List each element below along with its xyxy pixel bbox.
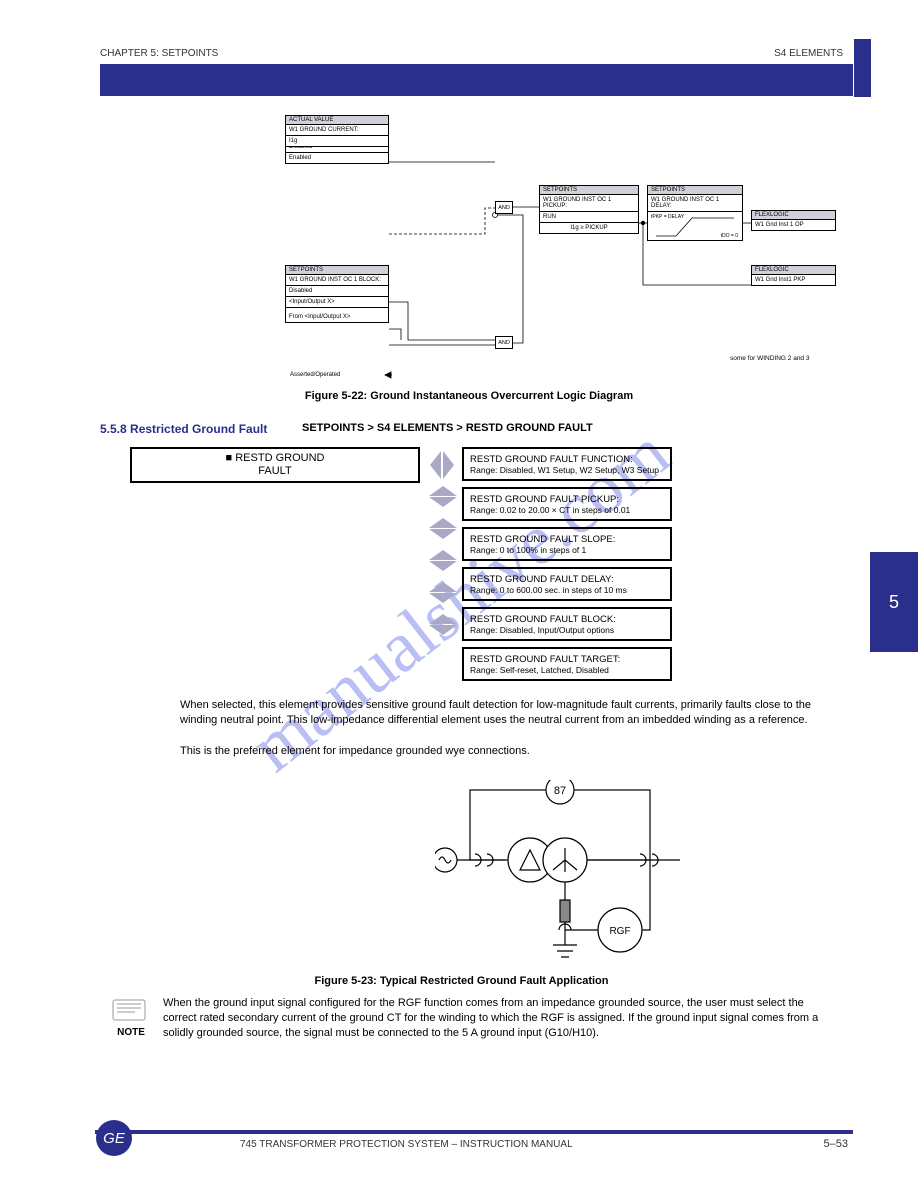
setting-function: RESTD GROUND FAULT FUNCTION: Range: Disa… xyxy=(462,447,672,481)
box-setpoints-block: SETPOINTS W1 GROUND INST OC 1 BLOCK: Dis… xyxy=(285,265,389,323)
box-flex-pkp: FLEXLOGIC W1 Gnd Inst1 PKP xyxy=(751,265,836,286)
winding-note: some for WINDING 2 and 3 xyxy=(730,355,809,362)
setting-target: RESTD GROUND FAULT TARGET: Range: Self-r… xyxy=(462,647,672,681)
header-right: S4 ELEMENTS xyxy=(774,48,843,59)
figure-22-caption: Figure 5-22: Ground Instantaneous Overcu… xyxy=(100,390,838,402)
and-gate-2: AND xyxy=(495,336,513,349)
explain-paragraph-2: This is the preferred element for impeda… xyxy=(180,744,828,759)
chapter-side-tab: 5 xyxy=(870,552,918,652)
rgf-application-diagram: 87 RGF xyxy=(435,780,685,980)
arrow-up-down-icon-2 xyxy=(428,518,458,546)
logic-diagram: SETPOINTS W1 GROUND INST OC 1 FUNCTION: … xyxy=(285,115,845,385)
arrow-up-down-icon-4 xyxy=(428,582,458,610)
footer-bar xyxy=(95,1130,853,1134)
and-gate-1: AND xyxy=(495,201,513,214)
rgf-path: SETPOINTS > S4 ELEMENTS > RESTD GROUND F… xyxy=(302,422,593,434)
header-left: CHAPTER 5: SETPOINTS xyxy=(100,48,218,59)
header-bar xyxy=(100,64,853,96)
note-text: When the ground input signal configured … xyxy=(163,996,828,1041)
footer-page: 5–53 xyxy=(824,1138,848,1150)
label-87: 87 xyxy=(554,785,566,797)
setting-delay: RESTD GROUND FAULT DELAY: Range: 0 to 60… xyxy=(462,567,672,601)
settings-column: RESTD GROUND FAULT FUNCTION: Range: Disa… xyxy=(462,447,672,687)
asserted-label: Asserted/Operated xyxy=(290,372,340,378)
box-flex-op: FLEXLOGIC W1 Gnd Inst 1 OP xyxy=(751,210,836,231)
figure-23-caption: Figure 5-23: Typical Restricted Ground F… xyxy=(100,975,823,987)
arrow-up-down-icon-1 xyxy=(428,486,458,514)
label-rgf: RGF xyxy=(609,926,630,937)
box-pickup: SETPOINTS W1 GROUND INST OC 1 PICKUP: RU… xyxy=(539,185,639,234)
nav-arrows xyxy=(428,448,456,646)
note-label: NOTE xyxy=(111,998,151,1038)
rgf-path-box: ■ RESTD GROUND FAULT xyxy=(130,447,420,483)
setting-slope: RESTD GROUND FAULT SLOPE: Range: 0 to 10… xyxy=(462,527,672,561)
arrow-up-down-icon-5 xyxy=(428,614,458,642)
section-title-rgf: 5.5.8 Restricted Ground Fault xyxy=(100,422,267,436)
footer-text: 745 TRANSFORMER PROTECTION SYSTEM – INST… xyxy=(240,1139,573,1150)
box-actual-value: ACTUAL VALUE W1 GROUND CURRENT: I1g xyxy=(285,115,389,147)
chapter-tab-top xyxy=(854,39,871,97)
box-delay: SETPOINTS W1 GROUND INST OC 1 DELAY: tPK… xyxy=(647,185,743,241)
explain-paragraph-1: When selected, this element provides sen… xyxy=(180,698,828,728)
ge-logo-icon: GE xyxy=(96,1120,132,1156)
arrow-up-down-icon-3 xyxy=(428,550,458,578)
arrow-left-right-icon xyxy=(428,448,456,482)
setting-block: RESTD GROUND FAULT BLOCK: Range: Disable… xyxy=(462,607,672,641)
setting-pickup: RESTD GROUND FAULT PICKUP: Range: 0.02 t… xyxy=(462,487,672,521)
